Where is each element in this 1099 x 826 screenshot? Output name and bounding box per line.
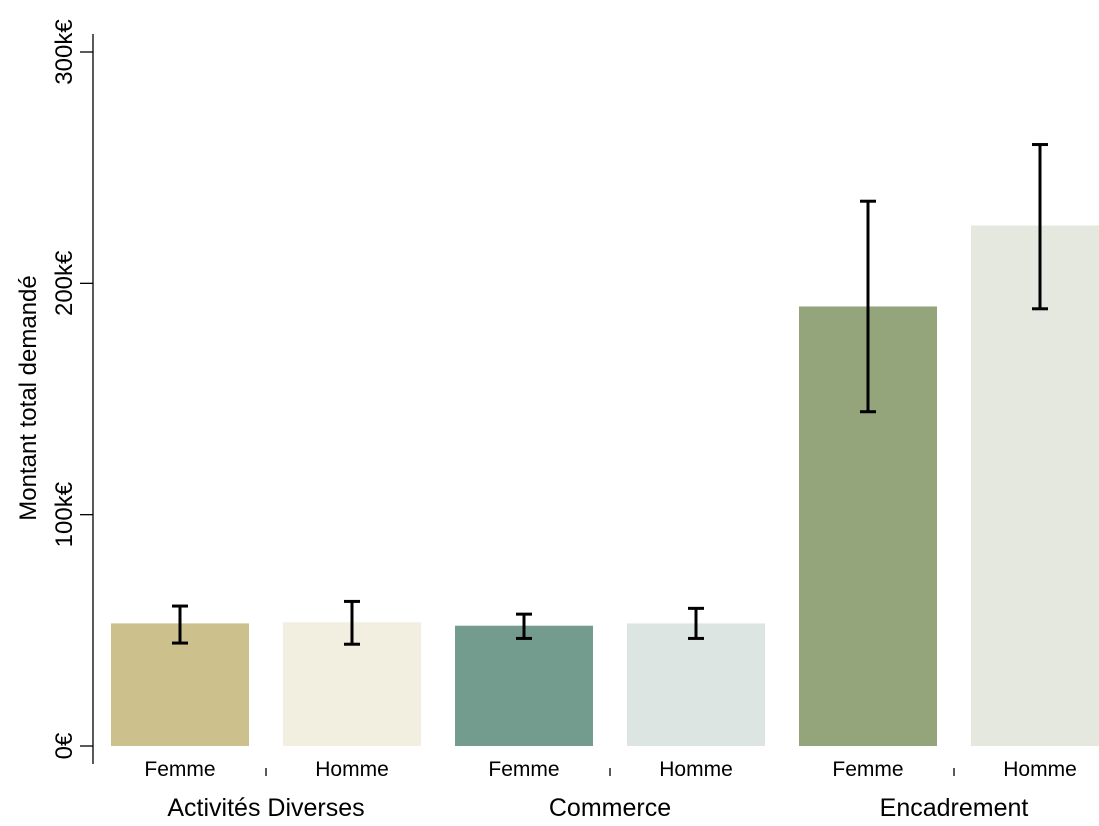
x-sub-label: Femme — [488, 758, 559, 781]
x-group-label: Commerce — [549, 794, 671, 821]
y-tick-label: 100k€ — [51, 481, 78, 547]
x-sub-label: Homme — [1003, 758, 1077, 781]
bar — [971, 225, 1099, 746]
x-sub-label: Femme — [144, 758, 215, 781]
x-sub-label: Homme — [659, 758, 733, 781]
y-axis-label: Montant total demandé — [15, 275, 42, 521]
bar — [627, 623, 765, 746]
x-group-label: Activités Diverses — [167, 794, 364, 821]
x-sub-label: Femme — [832, 758, 903, 781]
y-tick-label: 300k€ — [51, 19, 78, 85]
y-tick-label: 0€ — [51, 732, 78, 759]
bar — [455, 625, 593, 746]
x-sub-label: Homme — [315, 758, 389, 781]
x-group-label: Encadrement — [880, 794, 1029, 821]
y-tick-label: 200k€ — [51, 250, 78, 316]
